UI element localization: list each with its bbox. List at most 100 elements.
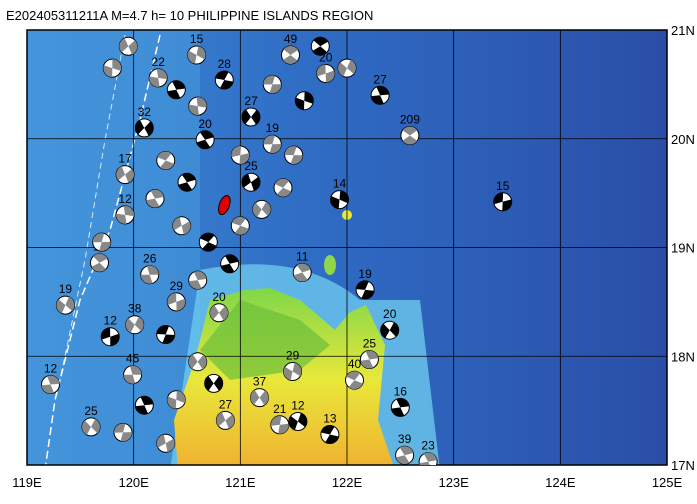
beachball-quadrant bbox=[402, 126, 418, 145]
beachball-quadrant bbox=[274, 178, 292, 197]
depth-label: 20 bbox=[212, 290, 226, 304]
beachball-quadrant bbox=[116, 166, 135, 183]
event: 40 bbox=[345, 357, 364, 390]
beachball-quadrant bbox=[103, 59, 122, 78]
event: 38 bbox=[125, 302, 145, 335]
event bbox=[230, 216, 250, 236]
event bbox=[262, 74, 282, 94]
event: 27 bbox=[241, 94, 261, 127]
lon-label: 119E bbox=[12, 475, 42, 490]
event bbox=[294, 91, 314, 111]
depth-label: 27 bbox=[219, 397, 233, 411]
event: 25 bbox=[359, 337, 379, 369]
lon-label: 123E bbox=[438, 475, 469, 490]
event: 29 bbox=[166, 279, 186, 312]
event: 25 bbox=[241, 159, 261, 192]
depth-label: 15 bbox=[496, 179, 510, 193]
depth-label: 20 bbox=[383, 307, 397, 321]
beachball-quadrant bbox=[167, 80, 186, 99]
beachball-quadrant bbox=[288, 413, 307, 430]
beachball-quadrant bbox=[188, 354, 207, 370]
lon-label: 120E bbox=[118, 475, 149, 490]
beachball-quadrant bbox=[283, 46, 298, 64]
beachball-quadrant bbox=[156, 434, 175, 453]
beachball-quadrant bbox=[330, 190, 349, 209]
depth-label: 29 bbox=[170, 279, 184, 293]
event: 21 bbox=[270, 402, 290, 435]
event: 28 bbox=[214, 57, 234, 90]
event: 25 bbox=[81, 404, 101, 437]
event: 23 bbox=[418, 439, 438, 465]
beachball-quadrant bbox=[146, 189, 164, 208]
beachball-quadrant bbox=[263, 135, 282, 154]
beachball-quadrant bbox=[215, 71, 234, 89]
depth-label: 20 bbox=[198, 117, 212, 131]
beachball-quadrant bbox=[92, 233, 111, 252]
depth-label: 13 bbox=[323, 412, 337, 426]
beachball-quadrant bbox=[371, 86, 390, 105]
event: 16 bbox=[390, 384, 410, 417]
beachball-quadrant bbox=[140, 265, 159, 284]
beachball-quadrant bbox=[242, 173, 260, 191]
beachball-quadrant bbox=[321, 425, 339, 444]
depth-label: 27 bbox=[373, 72, 387, 86]
depth-label: 17 bbox=[118, 152, 132, 166]
event bbox=[145, 189, 165, 209]
beachball-quadrant bbox=[295, 91, 314, 110]
depth-label: 39 bbox=[398, 432, 412, 446]
event: 29 bbox=[283, 349, 303, 381]
depth-label: 22 bbox=[152, 55, 166, 69]
depth-label: 25 bbox=[84, 404, 98, 418]
beachball-quadrant bbox=[250, 390, 269, 406]
depth-label: 27 bbox=[244, 94, 258, 108]
lon-label: 124E bbox=[545, 475, 576, 490]
beachball-quadrant bbox=[231, 146, 250, 165]
event bbox=[284, 145, 304, 165]
beachball-quadrant bbox=[312, 37, 328, 56]
title: E202405311211A M=4.7 h= 10 PHILIPPINE IS… bbox=[6, 8, 373, 23]
event: 15 bbox=[187, 32, 207, 65]
beachball-quadrant bbox=[157, 151, 175, 170]
event: 12 bbox=[100, 314, 120, 347]
beachball-quadrant bbox=[125, 316, 144, 333]
depth-label: 12 bbox=[118, 192, 132, 206]
beachball-quadrant bbox=[419, 452, 437, 465]
beachball-quadrant bbox=[293, 263, 311, 282]
depth-label: 26 bbox=[143, 252, 157, 266]
depth-label: 19 bbox=[266, 121, 280, 135]
beachball-quadrant bbox=[283, 362, 302, 381]
beachball-quadrant bbox=[270, 415, 289, 434]
event bbox=[134, 395, 154, 415]
lon-label: 122E bbox=[332, 475, 363, 490]
depth-label: 16 bbox=[394, 384, 408, 398]
depth-label: 19 bbox=[358, 267, 372, 281]
beachball-quadrant bbox=[252, 201, 271, 218]
beachball-quadrant bbox=[167, 292, 186, 311]
beachball-quadrant bbox=[380, 322, 399, 339]
beachball-quadrant bbox=[41, 375, 60, 394]
depth-label: 12 bbox=[291, 399, 305, 413]
beachball-quadrant bbox=[91, 253, 108, 272]
beachball-quadrant bbox=[346, 371, 363, 390]
depth-label: 25 bbox=[244, 159, 258, 173]
beachball-quadrant bbox=[493, 192, 512, 211]
event: 15 bbox=[493, 179, 513, 212]
beachball-quadrant bbox=[135, 120, 154, 136]
event bbox=[198, 232, 218, 252]
event bbox=[204, 373, 224, 393]
lat-label: 18N bbox=[671, 349, 695, 364]
event bbox=[156, 151, 176, 170]
depth-label: 19 bbox=[59, 282, 73, 296]
lat-label: 19N bbox=[671, 241, 695, 256]
beachball-quadrant bbox=[200, 233, 217, 252]
lon-label: 125E bbox=[652, 475, 683, 490]
beachball-quadrant bbox=[356, 280, 375, 299]
event bbox=[252, 199, 272, 219]
event bbox=[273, 178, 293, 198]
beachball-quadrant bbox=[216, 412, 235, 429]
beachball-quadrant bbox=[188, 97, 207, 116]
depth-label: 40 bbox=[348, 357, 362, 371]
event: 27 bbox=[215, 397, 235, 430]
depth-label: 209 bbox=[400, 113, 420, 127]
beachball-quadrant bbox=[116, 205, 135, 224]
